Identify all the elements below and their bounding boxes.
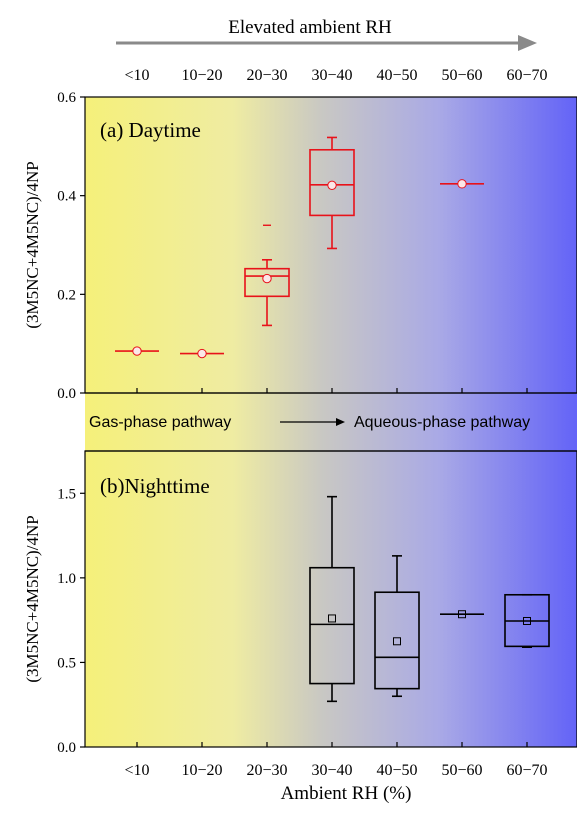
mean-marker: [523, 616, 531, 625]
ytick-label: 0.5: [57, 655, 76, 671]
mean-marker: [327, 180, 337, 191]
top-category-label: 40−50: [376, 67, 417, 84]
panel-a-plot: 0.0 0.2 0.4 0.6: [57, 90, 528, 402]
panel-b-plot: 0.0 0.5 1.0 1.5: [57, 486, 550, 756]
box-body: [244, 267, 290, 298]
panel-a-ylabel: (3M5NC+4M5NC)/4NP: [23, 161, 42, 328]
top-category-label: 60−70: [506, 67, 547, 84]
bottom-category-label: 60−70: [506, 762, 547, 779]
ytick-label: 0.6: [57, 90, 76, 106]
box--10: [115, 346, 159, 356]
box-20-30: [244, 224, 290, 327]
box-60-70: [504, 593, 550, 649]
pathway-arrow: [280, 418, 345, 426]
pathway-band: Gas-phase pathway Aqueous-phase pathway: [85, 392, 577, 452]
top-category-label: 20−30: [246, 67, 287, 84]
box-50-60: [440, 610, 484, 619]
box-10-20: [180, 348, 224, 359]
top-category-label: 30−40: [311, 67, 352, 84]
mean-marker: [393, 637, 401, 646]
elevated-rh-arrow: [116, 35, 537, 51]
box-50-60: [440, 179, 484, 189]
top-category-labels: <10 10−20 20−30 30−40 40−50 50−60 60−70: [124, 67, 547, 84]
banner-label: Elevated ambient RH: [228, 17, 392, 38]
mean-marker: [132, 346, 142, 356]
box-30-40: [309, 136, 355, 250]
ytick-label: 0.2: [57, 287, 76, 303]
top-category-label: <10: [124, 67, 149, 84]
panel-b-frame: [84, 450, 577, 748]
bottom-category-label: 50−60: [441, 762, 482, 779]
box-40-50: [374, 555, 420, 698]
bottom-category-label: 30−40: [311, 762, 352, 779]
panel-b-label: (b)Nighttime: [100, 474, 210, 498]
ytick-label: 0.0: [57, 386, 76, 402]
panel-a-label: (a) Daytime: [100, 118, 201, 142]
bottom-category-labels: <10 10−20 20−30 30−40 40−50 50−60 60−70: [124, 762, 547, 779]
box-body: [309, 566, 355, 685]
mean-marker: [457, 179, 467, 189]
mean-marker: [328, 614, 336, 623]
ytick-label: 0.0: [57, 740, 76, 756]
box-30-40: [309, 495, 355, 703]
top-category-label: 10−20: [181, 67, 222, 84]
bottom-category-label: <10: [124, 762, 149, 779]
aqueous-phase-label: Aqueous-phase pathway: [354, 414, 530, 431]
bottom-category-label: 40−50: [376, 762, 417, 779]
panel-b-ylabel: (3M5NC+4M5NC)/4NP: [23, 515, 42, 682]
bottom-category-label: 10−20: [181, 762, 222, 779]
mean-marker: [262, 273, 272, 284]
ytick-label: 1.0: [57, 571, 76, 587]
box-body: [309, 148, 355, 217]
bottom-category-label: 20−30: [246, 762, 287, 779]
ytick-label: 1.5: [57, 486, 76, 502]
ytick-label: 0.4: [57, 189, 76, 205]
mean-marker: [197, 348, 207, 359]
mean-marker: [458, 610, 466, 619]
box-body: [374, 591, 420, 690]
xaxis-label: Ambient RH (%): [281, 783, 412, 804]
top-category-label: 50−60: [441, 67, 482, 84]
gas-phase-label: Gas-phase pathway: [89, 414, 231, 431]
